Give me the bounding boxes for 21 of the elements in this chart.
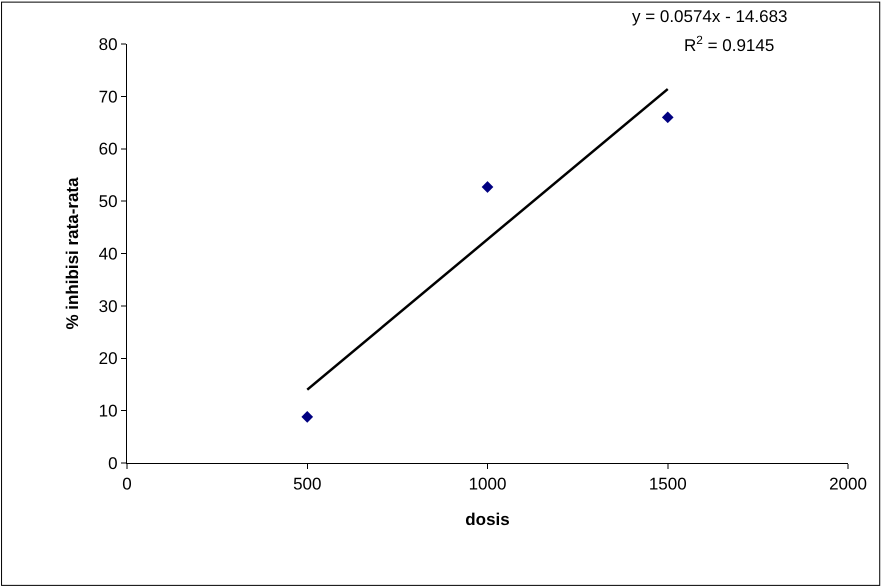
y-tick-label: 30 <box>98 296 118 316</box>
x-axis-title: dosis <box>465 510 510 529</box>
point <box>482 181 494 193</box>
y-tick-label: 50 <box>98 192 118 212</box>
y-axis-title: % inhibisi rata-rata <box>63 176 82 330</box>
x-tick-label: 1000 <box>468 474 506 494</box>
y-tick-label: 10 <box>98 402 118 421</box>
point <box>301 411 314 423</box>
annotation: R$^{2}$ = 0.9145 <box>684 33 774 56</box>
x-tick-label: 1500 <box>648 474 687 494</box>
y-tick-label: 0 <box>108 454 118 473</box>
y-tick-label: 20 <box>98 349 118 368</box>
x-tick-label: 500 <box>293 474 322 494</box>
x-tick-label: 2000 <box>829 474 867 494</box>
x-tick-label: 0 <box>122 474 132 494</box>
point <box>662 111 674 124</box>
y-tick-label: 60 <box>98 140 118 159</box>
y-tick-label: 70 <box>98 87 118 106</box>
y-tick-label: 40 <box>98 244 118 264</box>
text: y = 0.0574x - 14.683 <box>632 7 788 26</box>
y-tick-label: 80 <box>98 34 118 54</box>
